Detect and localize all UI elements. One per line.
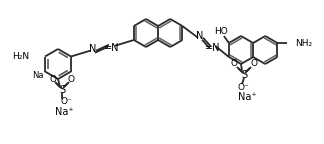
Text: S: S [241, 70, 247, 80]
Text: O: O [250, 59, 258, 69]
Text: HO: HO [214, 28, 228, 36]
Text: Na⁺: Na⁺ [55, 107, 73, 117]
Text: H₂N: H₂N [12, 52, 29, 61]
Text: O: O [67, 74, 75, 84]
Text: O⁻: O⁻ [60, 97, 72, 107]
Text: S: S [59, 85, 65, 95]
Text: NH₂: NH₂ [295, 38, 313, 48]
Text: O: O [230, 59, 237, 69]
Text: N: N [196, 31, 204, 41]
Text: N: N [89, 44, 97, 54]
Text: =N: =N [104, 43, 120, 53]
Text: Na: Na [32, 71, 44, 80]
Text: O: O [50, 74, 56, 84]
Text: =N: =N [205, 43, 220, 53]
Text: O⁻: O⁻ [237, 84, 249, 92]
Text: Na⁺: Na⁺ [238, 92, 256, 102]
